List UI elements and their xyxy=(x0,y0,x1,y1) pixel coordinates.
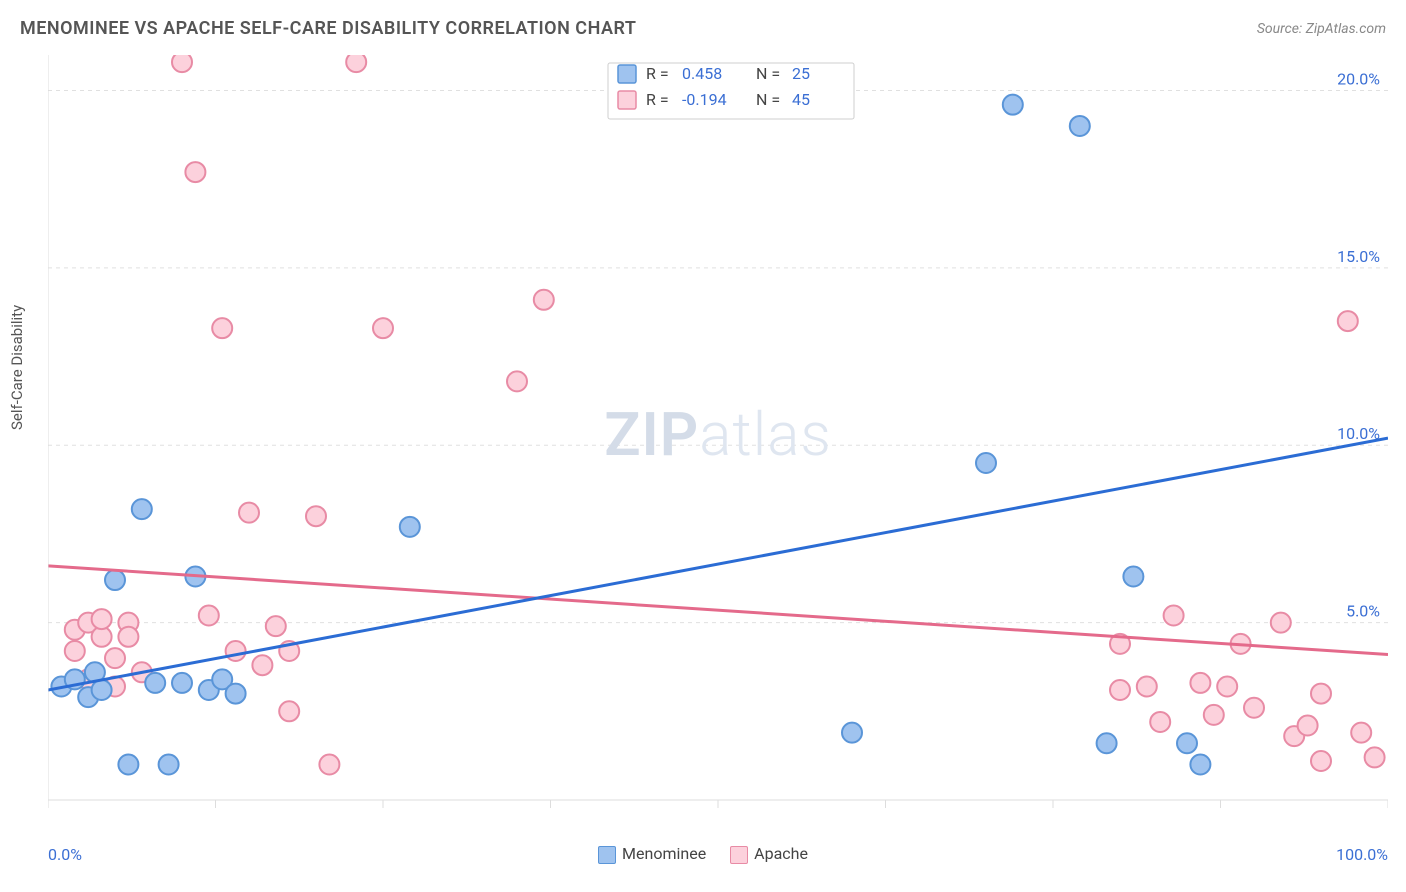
data-point xyxy=(65,641,85,661)
data-point xyxy=(346,55,366,72)
legend-stat: 25 xyxy=(792,64,810,83)
data-point xyxy=(1365,747,1385,767)
data-point xyxy=(1110,680,1130,700)
data-point xyxy=(226,684,246,704)
data-point xyxy=(306,506,326,526)
data-point xyxy=(1311,684,1331,704)
legend-stat: N = xyxy=(756,90,780,109)
data-point xyxy=(842,723,862,743)
data-point xyxy=(118,755,138,775)
y-tick-label: 15.0% xyxy=(1337,247,1380,266)
legend-stat: N = xyxy=(756,64,780,83)
data-point xyxy=(118,627,138,647)
scatter-chart-svg: ZIPatlas 5.0% 10.0% 15.0% 20.0% R = 0.458 N =… xyxy=(48,55,1388,822)
data-point xyxy=(400,517,420,537)
data-point xyxy=(172,673,192,693)
data-point xyxy=(105,648,125,668)
data-point xyxy=(1311,751,1331,771)
chart-area: ZIPatlas 5.0% 10.0% 15.0% 20.0% R = 0.458 N =… xyxy=(48,55,1388,822)
legend-swatch-pink xyxy=(730,846,748,864)
data-point xyxy=(976,453,996,473)
data-point xyxy=(212,318,232,338)
legend-stat: R = xyxy=(646,64,669,83)
legend-label-apache: Apache xyxy=(754,844,808,863)
legend-stat: R = xyxy=(646,90,669,109)
data-point xyxy=(1298,716,1318,736)
data-point xyxy=(199,606,219,626)
data-point xyxy=(1204,705,1224,725)
data-point xyxy=(1271,613,1291,633)
data-point xyxy=(172,55,192,72)
data-point xyxy=(266,616,286,636)
data-point xyxy=(1137,676,1157,696)
legend-swatch xyxy=(618,91,636,109)
legend-stat: 45 xyxy=(792,90,810,109)
data-point xyxy=(1164,606,1184,626)
data-point xyxy=(92,609,112,629)
legend-stat: 0.458 xyxy=(682,64,722,83)
stats-legend: R = 0.458 N = 25 R = -0.194 N = 45 xyxy=(608,63,854,119)
data-point xyxy=(159,755,179,775)
legend-label-menominee: Menominee xyxy=(622,844,706,863)
data-point xyxy=(145,673,165,693)
data-point xyxy=(1150,712,1170,732)
trend-line-menominee xyxy=(48,438,1388,690)
data-point xyxy=(1123,567,1143,587)
chart-source: Source: ZipAtlas.com xyxy=(1257,21,1386,37)
chart-title: MENOMINEE VS APACHE SELF-CARE DISABILITY… xyxy=(20,18,636,39)
data-point xyxy=(1190,673,1210,693)
data-point xyxy=(1351,723,1371,743)
data-point xyxy=(185,162,205,182)
trend-line-apache xyxy=(48,566,1388,655)
data-point xyxy=(507,371,527,391)
legend-stat: -0.194 xyxy=(682,90,727,109)
data-point xyxy=(279,701,299,721)
data-point xyxy=(1097,733,1117,753)
data-point xyxy=(534,290,554,310)
data-point xyxy=(92,680,112,700)
data-point xyxy=(1190,755,1210,775)
data-point xyxy=(132,499,152,519)
data-point xyxy=(1244,698,1264,718)
y-tick-label: 20.0% xyxy=(1337,69,1380,88)
legend-swatch-blue xyxy=(598,846,616,864)
data-point xyxy=(239,503,259,523)
series-legend: Menominee Apache xyxy=(0,844,1406,864)
y-tick-label: 5.0% xyxy=(1346,602,1380,621)
data-point xyxy=(252,655,272,675)
watermark: ZIPatlas xyxy=(604,399,832,470)
data-point xyxy=(1003,95,1023,115)
data-point xyxy=(226,641,246,661)
data-point xyxy=(1177,733,1197,753)
y-axis-label: Self-Care Disability xyxy=(8,305,26,430)
y-tick-label: 10.0% xyxy=(1337,424,1380,443)
data-point xyxy=(319,755,339,775)
data-point xyxy=(1070,116,1090,136)
legend-item-menominee: Menominee xyxy=(598,844,706,864)
data-point xyxy=(373,318,393,338)
legend-swatch xyxy=(618,65,636,83)
data-point xyxy=(105,570,125,590)
legend-item-apache: Apache xyxy=(730,844,808,864)
data-point xyxy=(1217,676,1237,696)
data-point xyxy=(1338,311,1358,331)
